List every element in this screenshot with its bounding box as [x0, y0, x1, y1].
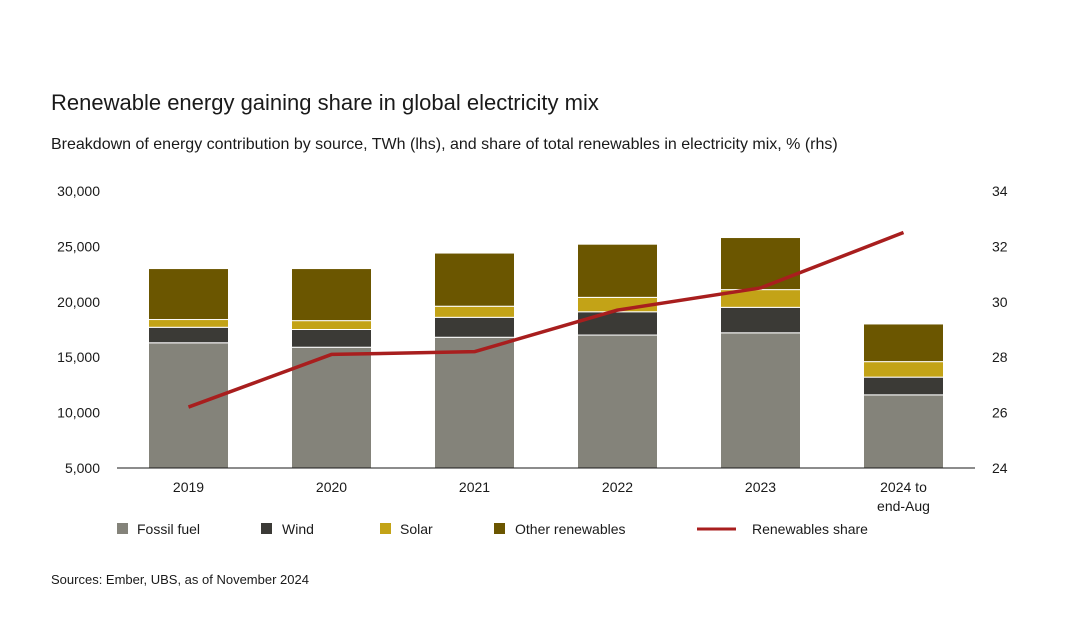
bar-wind-5 [863, 376, 944, 396]
bar-fossil-fuel-1 [291, 346, 372, 469]
chart-title: Renewable energy gaining share in global… [51, 90, 599, 115]
x-tick-label: 2020 [316, 479, 347, 495]
axes-group: 5,000 10,000 15,000 20,000 25,000 30,000 24 26 2… [57, 183, 1008, 514]
bar-fossil-fuel-2 [434, 336, 515, 469]
bar-wind-3 [577, 311, 658, 336]
bar-other-renewables-5 [863, 323, 944, 363]
legend-label: Solar [400, 521, 433, 537]
legend-label: Fossil fuel [137, 521, 200, 537]
y-right-tick-label: 34 [992, 183, 1008, 199]
bar-wind-4 [720, 306, 801, 334]
bar-other-renewables-0 [148, 268, 229, 321]
legend-label: Other renewables [515, 521, 626, 537]
bar-fossil-fuel-5 [863, 394, 944, 469]
bar-other-renewables-4 [720, 237, 801, 291]
line-renewables-share [187, 230, 905, 409]
y-right-tick-label: 26 [992, 405, 1008, 421]
y-left-tick-label: 30,000 [57, 183, 100, 199]
y-left-tick-label: 25,000 [57, 238, 100, 254]
chart-source: Sources: Ember, UBS, as of November 2024 [51, 572, 309, 587]
x-tick-label: 2023 [745, 479, 776, 495]
bar-solar-5 [863, 361, 944, 378]
legend-swatch-fossil-fuel [117, 523, 128, 534]
bar-fossil-fuel-4 [720, 332, 801, 469]
bar-solar-1 [291, 320, 372, 330]
y-right-tick-label: 32 [992, 238, 1008, 254]
y-left-tick-label: 5,000 [65, 460, 100, 476]
line-group [187, 230, 905, 409]
bar-other-renewables-2 [434, 252, 515, 307]
chart-subtitle: Breakdown of energy contribution by sour… [51, 136, 838, 153]
bar-other-renewables-3 [577, 243, 658, 298]
bar-fossil-fuel-3 [577, 334, 658, 469]
bar-wind-0 [148, 326, 229, 344]
bars-group [148, 237, 944, 469]
y-right-tick-label: 24 [992, 460, 1008, 476]
x-tick-label: 2022 [602, 479, 633, 495]
legend-label: Wind [282, 521, 314, 537]
legend-group: Fossil fuel Wind Solar Other renewables Rene… [117, 521, 868, 537]
y-left-tick-label: 15,000 [57, 349, 100, 365]
legend-swatch-other-renewables [494, 523, 505, 534]
bar-other-renewables-1 [291, 268, 372, 322]
x-tick-label: 2021 [459, 479, 490, 495]
bar-wind-2 [434, 316, 515, 338]
legend-swatch-solar [380, 523, 391, 534]
x-tick-label: 2019 [173, 479, 204, 495]
legend-swatch-wind [261, 523, 272, 534]
x-tick-label: 2024 to end-Aug [877, 479, 930, 514]
legend-label: Renewables share [752, 521, 868, 537]
bar-solar-2 [434, 305, 515, 318]
y-left-tick-label: 20,000 [57, 294, 100, 310]
y-right-tick-label: 30 [992, 294, 1008, 310]
bar-solar-0 [148, 319, 229, 328]
y-left-tick-label: 10,000 [57, 405, 100, 421]
y-right-tick-label: 28 [992, 349, 1008, 365]
bar-wind-1 [291, 329, 372, 348]
